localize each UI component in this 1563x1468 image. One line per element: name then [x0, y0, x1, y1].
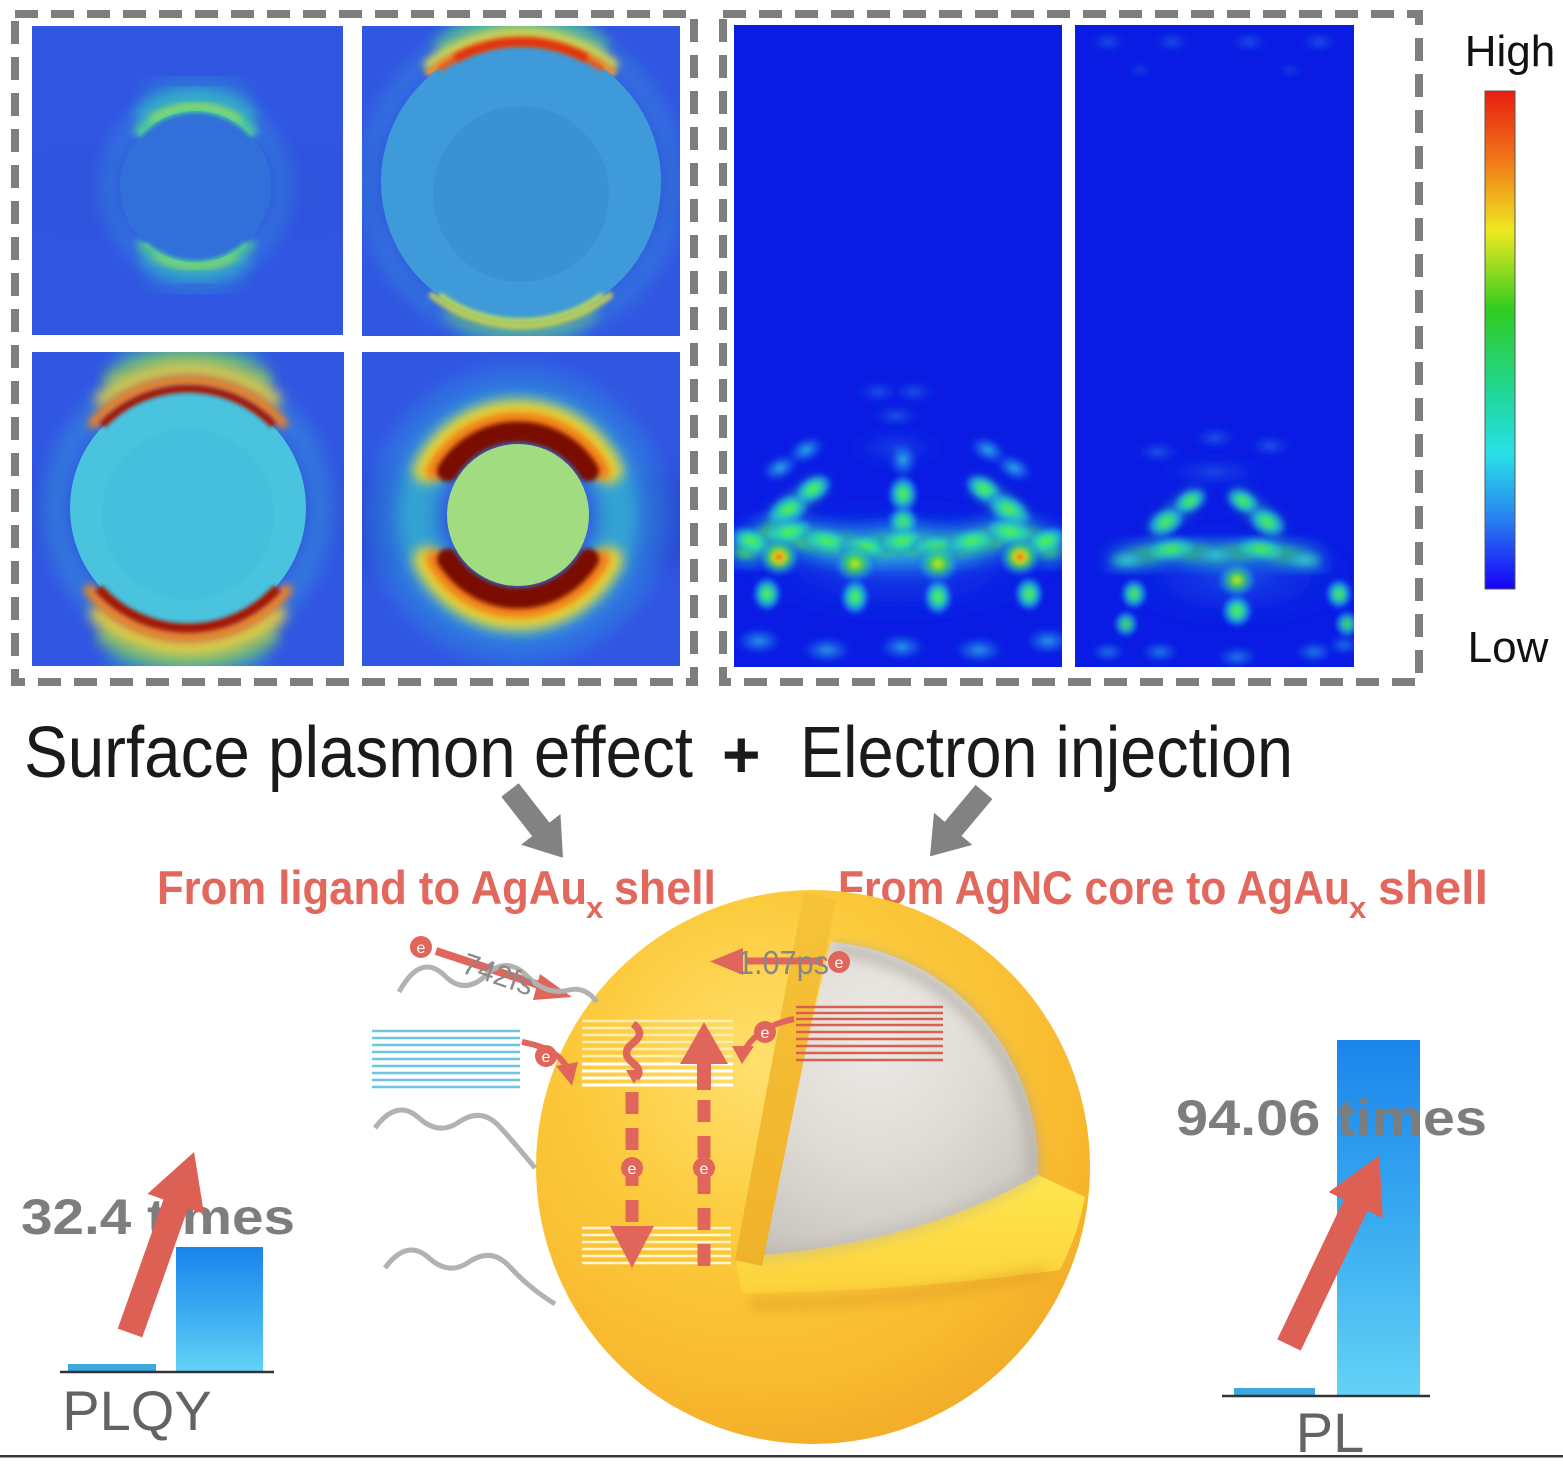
svg-text:e: e [835, 955, 844, 972]
svg-text:shell: shell [614, 861, 716, 914]
svg-text:Electron injection: Electron injection [800, 713, 1293, 793]
svg-text:94.06 times: 94.06 times [1176, 1090, 1487, 1146]
svg-text:e: e [628, 1161, 637, 1178]
svg-text:e: e [542, 1049, 551, 1066]
svg-text:PL: PL [1296, 1401, 1365, 1464]
svg-text:Surface plasmon effect: Surface plasmon effect [24, 713, 693, 793]
svg-text:x: x [1349, 890, 1367, 925]
svg-text:1.07ps: 1.07ps [737, 944, 829, 981]
svg-text:e: e [700, 1161, 709, 1178]
svg-text:e: e [417, 940, 426, 957]
svg-text:x: x [586, 890, 604, 925]
svg-text:From AgNC core to AgAu: From AgNC core to AgAu [838, 861, 1350, 914]
svg-text:Low: Low [1468, 623, 1549, 672]
svg-text:PLQY: PLQY [62, 1379, 211, 1442]
svg-text:e: e [761, 1025, 770, 1042]
svg-text:+: + [722, 717, 761, 791]
svg-text:High: High [1465, 27, 1556, 76]
svg-text:shell: shell [1378, 861, 1488, 914]
svg-text:From ligand to AgAu: From ligand to AgAu [157, 861, 587, 914]
svg-text:742fs: 742fs [458, 947, 538, 1002]
